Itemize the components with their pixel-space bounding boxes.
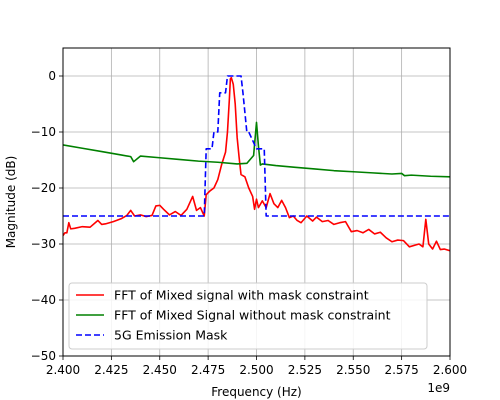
series-line-without-mask: [63, 121, 450, 178]
y-tick-label: −40: [31, 293, 56, 307]
legend: FFT of Mixed signal with mask constraint…: [68, 282, 428, 350]
x-tick-label: 2.550: [336, 363, 370, 377]
y-axis-label: Magnitude (dB): [4, 156, 18, 249]
x-tick-label: 2.575: [384, 363, 418, 377]
x-tick-label: 2.425: [94, 363, 128, 377]
axis-ticks: 2.400 2.425 2.450 2.475 2.500 2.525 2.550 2.575…: [31, 69, 468, 377]
x-tick-label: 2.600: [433, 363, 467, 377]
x-tick-label: 2.475: [191, 363, 225, 377]
x-tick-label: 2.500: [239, 363, 273, 377]
legend-entry: 5G Emission Mask: [114, 328, 228, 343]
y-tick-label: −10: [31, 125, 56, 139]
y-tick-label: −20: [31, 181, 56, 195]
y-tick-label: −50: [31, 349, 56, 363]
y-tick-label: 0: [48, 69, 56, 83]
x-tick-label: 2.525: [288, 363, 322, 377]
series-line-emission-mask: [63, 75, 450, 217]
y-tick-label: −30: [31, 237, 56, 251]
x-axis-label: Frequency (Hz): [211, 385, 302, 399]
x-tick-label: 2.400: [46, 363, 80, 377]
x-offset-label: 1e9: [427, 381, 450, 395]
x-tick-label: 2.450: [143, 363, 177, 377]
legend-entry: FFT of Mixed signal with mask constraint: [114, 288, 369, 303]
series-line-with-mask: [63, 76, 450, 252]
series-lines: [63, 75, 450, 252]
legend-entry: FFT of Mixed Signal without mask constra…: [114, 308, 391, 323]
legend-box: [68, 282, 428, 350]
